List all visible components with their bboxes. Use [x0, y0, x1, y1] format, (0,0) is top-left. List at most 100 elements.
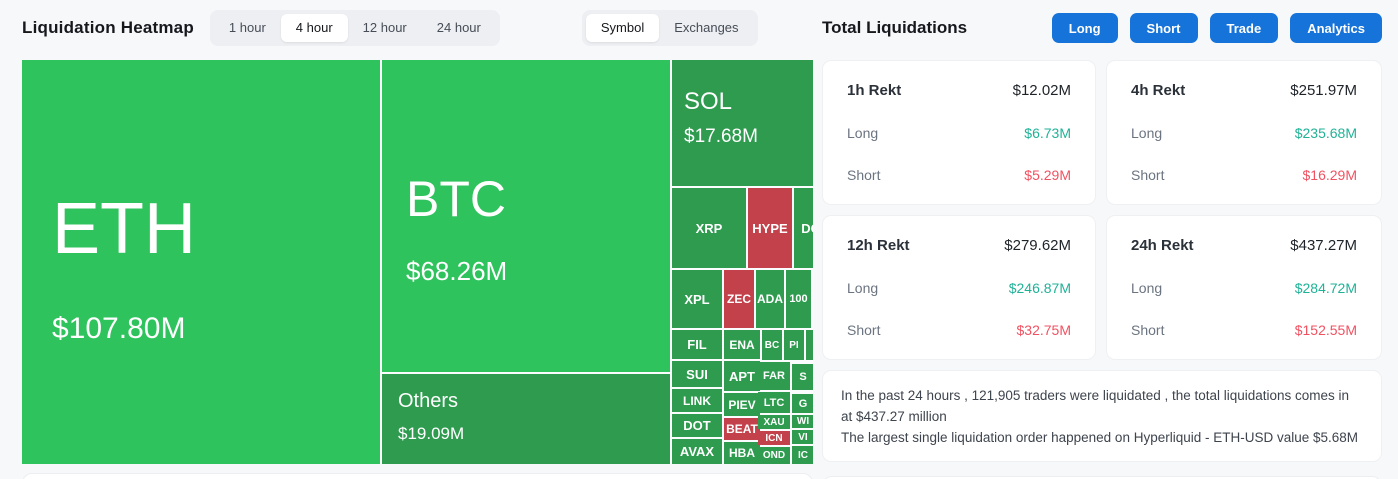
stat-short-value: $5.29M: [1024, 167, 1071, 183]
treemap-cell-blank[interactable]: [806, 330, 813, 360]
treemap-cell-symbol: SOL: [684, 88, 733, 115]
treemap-cell-others[interactable]: Others $19.09M: [382, 374, 670, 464]
treemap-cell-dot[interactable]: DOT: [672, 414, 722, 437]
treemap-cell-symbol: PIEV: [728, 397, 756, 412]
analytics-button[interactable]: Analytics: [1290, 13, 1382, 43]
treemap-cell-symbol: DOT: [683, 418, 711, 433]
treemap-cell-symbol: IC: [798, 449, 808, 461]
treemap-cell-vi[interactable]: VI: [792, 430, 813, 444]
treemap-cell-100[interactable]: 100: [786, 270, 811, 328]
treemap-cell-pi[interactable]: PI: [784, 330, 804, 360]
trade-button[interactable]: Trade: [1209, 13, 1279, 43]
treemap-cell-ena[interactable]: ENA: [724, 330, 760, 359]
stat-short-row: Short $5.29M: [847, 167, 1071, 183]
view-tab-symbol[interactable]: Symbol: [585, 14, 660, 42]
treemap-cell-symbol: PI: [789, 339, 799, 351]
treemap-cell-symbol: OND: [762, 450, 786, 461]
treemap-cell-far[interactable]: FAR: [758, 362, 790, 390]
treemap-cell-eth[interactable]: ETH $107.80M: [22, 60, 380, 464]
treemap-cell-sol[interactable]: SOL $17.68M: [672, 60, 813, 186]
time-tab-24-hour[interactable]: 24 hour: [436, 20, 481, 35]
treemap-cell-symbol: AVAX: [679, 444, 715, 459]
short-button[interactable]: Short: [1129, 13, 1198, 43]
treemap-cell-apt[interactable]: APT: [724, 361, 760, 391]
treemap-cell-symbol: BEAT: [726, 422, 758, 436]
treemap-cell-ic[interactable]: IC: [792, 446, 813, 464]
stat-long-value: $284.72M: [1294, 280, 1357, 296]
treemap-cell-value: $68.26M: [406, 256, 508, 286]
stat-short-row: Short $32.75M: [847, 322, 1071, 338]
stat-title-row: 4h Rekt $251.97M: [1131, 82, 1357, 99]
treemap-cell-ada[interactable]: ADA: [756, 270, 784, 328]
stat-title-row: 12h Rekt $279.62M: [847, 237, 1071, 254]
treemap-cell-zec[interactable]: ZEC: [724, 270, 754, 328]
time-tab-1-hour[interactable]: 1 hour: [228, 20, 266, 35]
treemap-cell-symbol: XRP: [695, 220, 723, 236]
long-button[interactable]: Long: [1051, 13, 1118, 43]
time-tab-4-hour[interactable]: 4 hour: [280, 14, 348, 42]
stat-long-value: $235.68M: [1294, 125, 1357, 141]
stat-long-value: $246.87M: [1008, 280, 1071, 296]
stat-short-value: $32.75M: [1016, 322, 1071, 338]
treemap-cell-g[interactable]: G: [792, 394, 813, 413]
treemap-cell-do[interactable]: DO: [794, 188, 813, 268]
stat-long-row: Long $235.68M: [1131, 125, 1357, 141]
treemap-cell-hype[interactable]: HYPE: [748, 188, 792, 268]
stat-short-value: $152.55M: [1294, 322, 1357, 338]
treemap-cell-symbol: HYPE: [752, 220, 788, 236]
treemap-cell-symbol: 100: [789, 293, 808, 305]
stat-short-label: Short: [1131, 167, 1165, 183]
stat-long-label: Long: [1131, 280, 1163, 296]
treemap-cell-hba[interactable]: HBA: [724, 442, 760, 464]
treemap-cell-link[interactable]: LINK: [672, 389, 722, 412]
treemap-cell-symbol: BTC: [406, 171, 506, 227]
view-tab-exchanges[interactable]: Exchanges: [674, 20, 739, 35]
stat-title: 24h Rekt: [1131, 237, 1194, 254]
treemap-cell-symbol: WI: [796, 416, 810, 427]
treemap-cell-xau[interactable]: XAU: [758, 415, 790, 429]
treemap-cell-symbol: ADA: [757, 292, 783, 306]
stat-short-label: Short: [847, 167, 881, 183]
stat-title: 12h Rekt: [847, 237, 910, 254]
treemap-cell-piev[interactable]: PIEV: [724, 393, 760, 416]
treemap-cell-symbol: FAR: [763, 370, 785, 382]
rekt-stats-grid: 1h Rekt $12.02M Long $6.73M Short $5.29M 4h Re…: [822, 60, 1382, 360]
stat-long-value: $6.73M: [1024, 125, 1071, 141]
stat-card-12h-rekt: 12h Rekt $279.62M Long $246.87M Short $32.75M: [822, 215, 1096, 360]
treemap-cell-xpl[interactable]: XPL: [672, 270, 722, 328]
stat-long-row: Long $284.72M: [1131, 280, 1357, 296]
treemap-cell-icn[interactable]: ICN: [758, 431, 790, 445]
treemap-cell-symbol: ICN: [765, 432, 783, 444]
stat-short-label: Short: [1131, 322, 1165, 338]
total-liquidations-title: Total Liquidations: [822, 18, 968, 37]
partial-card-below-heatmap: [22, 473, 813, 479]
treemap-cell-sui[interactable]: SUI: [672, 361, 722, 387]
symbol-exchange-toggle: Symbol Exchanges: [581, 10, 758, 46]
time-tab-12-hour[interactable]: 12 hour: [362, 20, 407, 35]
treemap-cell-wi[interactable]: WI: [792, 415, 813, 428]
treemap-cell-bc[interactable]: BC: [762, 330, 782, 360]
treemap-cell-symbol: FIL: [687, 337, 707, 352]
stat-title-row: 24h Rekt $437.27M: [1131, 237, 1357, 254]
stat-title-row: 1h Rekt $12.02M: [847, 82, 1071, 99]
treemap-cell-xrp[interactable]: XRP: [672, 188, 746, 268]
treemap-cell-symbol: VI: [798, 431, 808, 443]
treemap-cell-symbol: ZEC: [727, 292, 751, 306]
summary-line-2: The largest single liquidation order hap…: [841, 430, 1359, 445]
stat-short-row: Short $16.29M: [1131, 167, 1357, 183]
treemap-cell-btc[interactable]: BTC $68.26M: [382, 60, 670, 372]
stat-total-value: $437.27M: [1290, 237, 1357, 254]
treemap-cell-avax[interactable]: AVAX: [672, 439, 722, 464]
treemap-cell-ond[interactable]: OND: [758, 447, 790, 464]
treemap-cell-fil[interactable]: FIL: [672, 330, 722, 359]
treemap-cell-ltc[interactable]: LTC: [758, 392, 790, 413]
stat-total-value: $279.62M: [1004, 237, 1071, 254]
stat-total-value: $12.02M: [1012, 82, 1071, 99]
stat-short-value: $16.29M: [1302, 167, 1357, 183]
stat-title: 4h Rekt: [1131, 82, 1186, 99]
treemap-cell-s[interactable]: S: [792, 364, 813, 390]
treemap-cell-symbol: ENA: [729, 337, 755, 352]
treemap-cell-beat[interactable]: BEAT: [724, 418, 760, 440]
treemap-cell-symbol: DO: [801, 220, 813, 236]
stat-long-row: Long $6.73M: [847, 125, 1071, 141]
